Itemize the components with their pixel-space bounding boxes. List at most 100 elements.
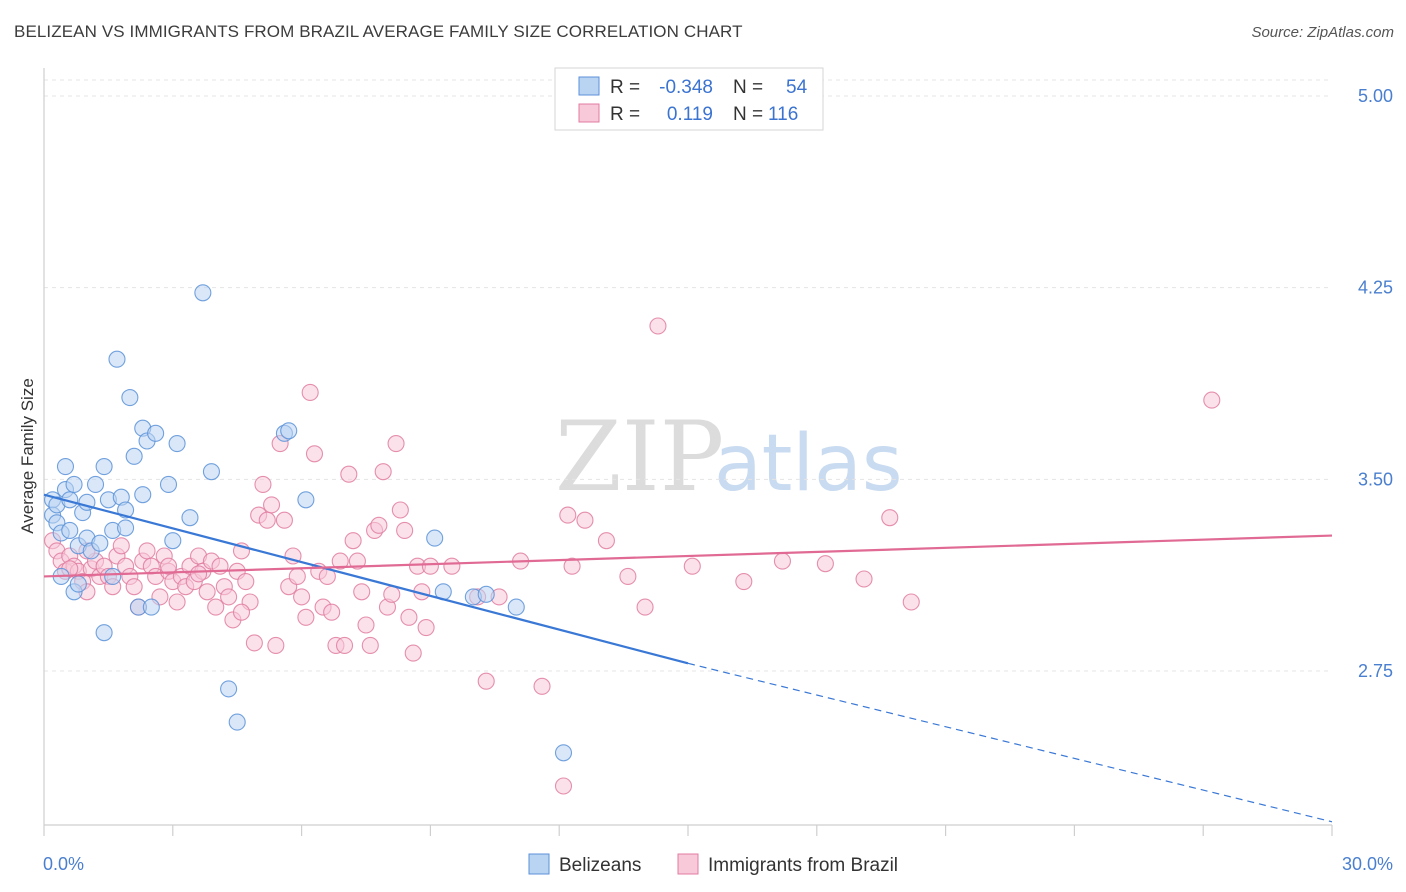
legend-n-label-2: N = <box>733 104 763 125</box>
y-tick-labels: 2.75 3.50 4.25 5.00 <box>1358 86 1393 681</box>
data-point <box>297 608 315 626</box>
y-tick-label: 4.25 <box>1358 278 1393 298</box>
legend-n-label-1: N = <box>733 77 763 98</box>
data-point <box>533 677 551 695</box>
data-point <box>91 534 109 552</box>
data-point <box>773 552 792 570</box>
data-point <box>232 603 251 621</box>
data-point <box>293 588 311 606</box>
data-point <box>855 570 873 588</box>
data-point <box>220 588 238 606</box>
legend-r-label-2: R = <box>610 104 640 125</box>
data-point <box>117 519 135 537</box>
data-point <box>323 603 341 621</box>
data-point <box>147 424 165 442</box>
series-legend: Belizeans Immigrants from Brazil <box>528 853 898 876</box>
data-point <box>683 557 701 575</box>
data-point <box>288 567 306 585</box>
data-point <box>361 636 379 654</box>
grid-lines <box>44 79 1332 672</box>
data-point <box>138 542 156 560</box>
data-point <box>396 521 414 539</box>
data-point <box>619 567 637 585</box>
source-label: Source: ZipAtlas.com <box>1251 24 1394 41</box>
data-point <box>340 465 358 483</box>
data-point <box>331 552 349 570</box>
data-point <box>391 501 409 519</box>
data-point <box>881 509 899 527</box>
data-point <box>305 445 324 463</box>
data-point <box>348 552 366 570</box>
data-point <box>61 521 79 539</box>
x-tick-label-30: 30.0% <box>1342 854 1393 874</box>
x-tick-label-0: 0.0% <box>43 854 84 874</box>
data-point <box>104 567 122 585</box>
data-point <box>301 383 319 401</box>
data-point <box>507 598 525 616</box>
data-point <box>357 616 375 634</box>
data-point <box>95 458 113 476</box>
trend-lines <box>43 493 1333 823</box>
data-point <box>69 575 87 593</box>
bottom-legend-label-brazil: Immigrants from Brazil <box>708 855 898 876</box>
legend-n-value-1: 54 <box>786 77 808 98</box>
data-point <box>426 529 444 547</box>
data-point <box>121 389 139 407</box>
trend-line-belizeans-extension <box>687 662 1333 823</box>
chart-title: BELIZEAN VS IMMIGRANTS FROM BRAZIL AVERA… <box>14 22 743 41</box>
data-point <box>168 435 186 453</box>
data-point <box>443 557 461 575</box>
data-point <box>559 506 577 524</box>
data-point <box>164 532 182 550</box>
data-point <box>400 608 418 626</box>
legend-swatch-brazil <box>578 103 600 123</box>
data-point <box>220 680 238 698</box>
trend-line-belizeans <box>43 493 689 665</box>
data-point <box>353 583 371 601</box>
data-point <box>477 672 495 690</box>
data-point <box>576 511 594 529</box>
data-point <box>816 555 834 573</box>
data-point <box>421 557 439 575</box>
data-point <box>280 422 298 440</box>
data-point <box>404 644 422 662</box>
data-point <box>563 557 581 575</box>
data-point <box>181 509 199 527</box>
data-point <box>370 516 388 534</box>
series-immigrants-from-brazil <box>44 317 1221 795</box>
series-belizeans <box>44 284 573 762</box>
bottom-legend-swatch-brazil <box>677 853 699 875</box>
y-axis-label: Average Family Size <box>18 378 37 534</box>
data-point <box>374 463 392 481</box>
data-point <box>344 532 362 550</box>
data-point <box>95 624 113 642</box>
data-point <box>1203 391 1221 409</box>
data-point <box>262 496 281 514</box>
data-point <box>202 463 220 481</box>
data-point <box>477 585 495 603</box>
data-point <box>125 578 143 596</box>
data-point <box>258 511 276 529</box>
data-point <box>198 583 216 601</box>
stats-legend-box <box>554 67 824 131</box>
data-point <box>254 475 272 493</box>
data-point <box>108 350 126 368</box>
data-point <box>159 475 178 493</box>
legend-n-value-2: 116 <box>768 104 798 125</box>
x-ticks <box>43 825 1333 836</box>
legend-swatch-belizeans <box>578 76 600 96</box>
data-point <box>387 435 405 453</box>
data-point <box>267 636 285 654</box>
data-point <box>245 634 263 652</box>
data-point <box>735 573 753 591</box>
data-point <box>134 486 152 504</box>
data-point <box>228 713 246 731</box>
data-point <box>902 593 920 611</box>
watermark-atlas: atlas <box>714 419 903 509</box>
data-point <box>168 593 186 611</box>
data-point <box>125 447 143 465</box>
data-point <box>112 537 130 555</box>
data-point <box>190 565 208 583</box>
bottom-legend-swatch-belizeans <box>528 853 550 875</box>
